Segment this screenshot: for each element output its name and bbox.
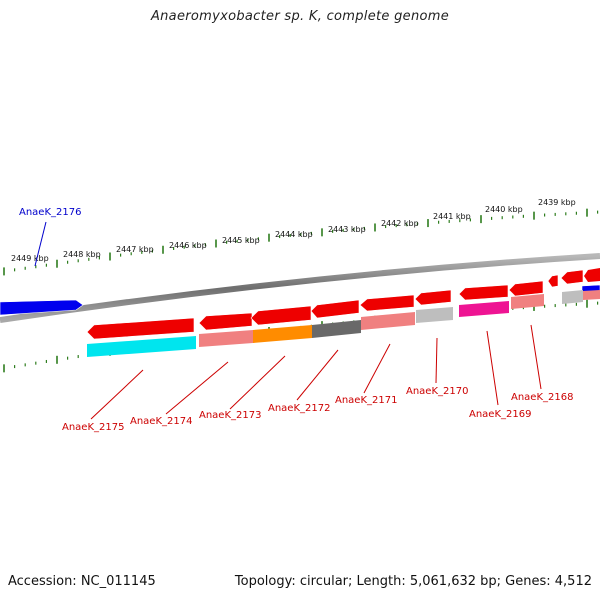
scale-label-2439: 2439 kbp: [538, 198, 576, 207]
gene-arrow-anaek-2174[interactable]: [198, 312, 253, 331]
gene-arrow-anaek-2176[interactable]: [0, 299, 84, 316]
gene-arrow-red-edge[interactable]: [584, 268, 600, 282]
gene-arrow-anaek-2171[interactable]: [359, 294, 415, 312]
gene-labels: AnaeK_2176 AnaeK_2175 AnaeK_2174 AnaeK_2…: [19, 207, 573, 433]
gene-arrow-anaek-2168[interactable]: [508, 280, 544, 297]
label-anaek-2175[interactable]: AnaeK_2175: [62, 422, 124, 433]
feature-block-2172[interactable]: [312, 320, 361, 338]
scale-label-2443: 2443 kbp: [328, 225, 366, 234]
figure-title: Anaeromyxobacter sp. K, complete genome: [150, 9, 450, 24]
label-anaek-2173[interactable]: AnaeK_2173: [199, 410, 261, 421]
accession-text: Accession: NC_011145: [8, 574, 156, 589]
gene-arrow-small-b[interactable]: [560, 269, 584, 285]
gene-arrow-small-a[interactable]: [547, 274, 559, 288]
feature-block-2174[interactable]: [199, 330, 253, 347]
scale-labels: 2449 kbp 2448 kbp 2447 kbp 2446 kbp 2445…: [11, 198, 576, 263]
genome-backbone: [0, 253, 600, 323]
scale-label-2440: 2440 kbp: [485, 205, 523, 214]
label-anaek-2168[interactable]: AnaeK_2168: [511, 392, 573, 403]
feature-block-2170[interactable]: [416, 307, 453, 323]
feature-block-small[interactable]: [562, 290, 583, 304]
label-anaek-2176[interactable]: AnaeK_2176: [19, 207, 81, 218]
label-anaek-2169[interactable]: AnaeK_2169: [469, 409, 531, 420]
gene-arrow-anaek-2173[interactable]: [250, 305, 312, 326]
leader-lines: [34, 221, 542, 420]
label-anaek-2174[interactable]: AnaeK_2174: [130, 416, 192, 427]
genome-summary-text: Topology: circular; Length: 5,061,632 bp…: [234, 574, 592, 589]
label-anaek-2172[interactable]: AnaeK_2172: [268, 403, 330, 414]
feature-block-2173[interactable]: [253, 325, 312, 343]
gene-arrows: [0, 269, 600, 340]
leader-anaek-2173: [229, 355, 286, 410]
feature-block-edge[interactable]: [583, 290, 600, 300]
feature-block-2175[interactable]: [87, 336, 196, 357]
scale-label-2448: 2448 kbp: [63, 250, 101, 259]
scale-label-2442: 2442 kbp: [381, 219, 419, 228]
leader-anaek-2174: [165, 361, 229, 415]
feature-block-2168[interactable]: [511, 294, 544, 309]
scale-label-2445: 2445 kbp: [222, 236, 260, 245]
gene-arrow-anaek-2172[interactable]: [310, 299, 360, 319]
leader-anaek-2168: [530, 324, 542, 390]
scale-label-2447: 2447 kbp: [116, 245, 154, 254]
scale-label-2446: 2446 kbp: [169, 241, 207, 250]
feature-blocks: [87, 290, 600, 357]
feature-block-2171[interactable]: [361, 312, 415, 330]
outer-scale-ticks: [3, 208, 599, 276]
feature-block-2169[interactable]: [459, 301, 509, 317]
leader-anaek-2175: [90, 369, 144, 420]
label-anaek-2171[interactable]: AnaeK_2171: [335, 395, 397, 406]
gene-arrow-anaek-2170[interactable]: [414, 289, 452, 306]
gene-arrow-anaek-2175[interactable]: [86, 317, 195, 340]
leader-anaek-2172: [296, 349, 339, 401]
scale-label-2441: 2441 kbp: [433, 212, 471, 221]
leader-anaek-2170: [435, 337, 438, 384]
scale-label-2449: 2449 kbp: [11, 254, 49, 263]
leader-anaek-2171: [363, 343, 391, 394]
label-anaek-2170[interactable]: AnaeK_2170: [406, 386, 468, 397]
scale-label-2444: 2444 kbp: [275, 230, 313, 239]
leader-anaek-2169: [486, 330, 499, 406]
gene-arrow-anaek-2169[interactable]: [458, 284, 509, 301]
leader-anaek-2176: [34, 221, 47, 267]
